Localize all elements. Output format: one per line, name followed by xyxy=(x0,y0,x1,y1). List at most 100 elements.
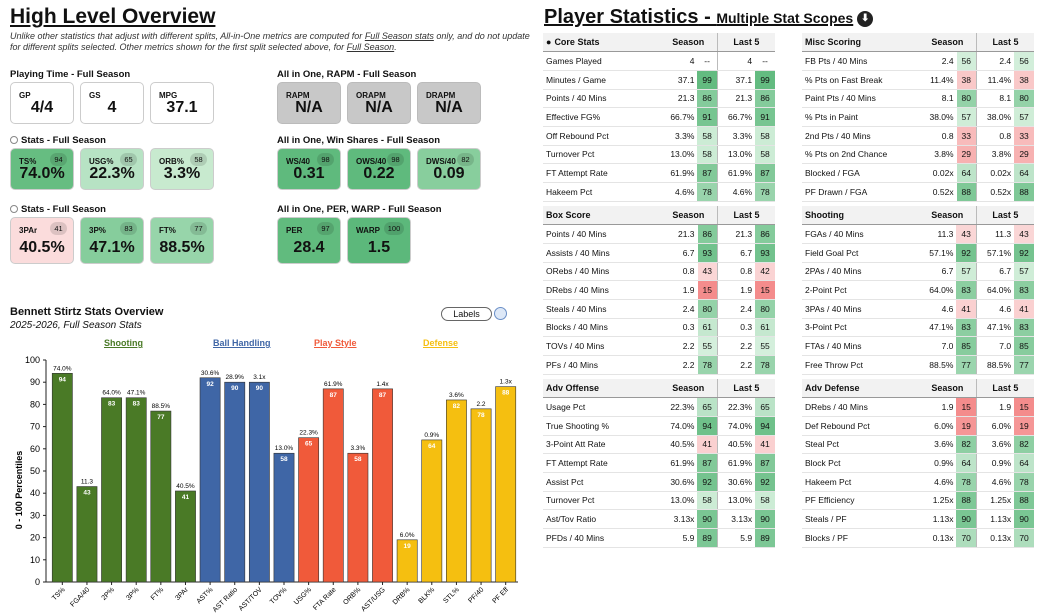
pctile-label: 94 xyxy=(59,376,67,383)
download-icon[interactable]: ⬇ xyxy=(857,11,874,27)
table-row: Usage Pct 22.3% 65 22.3% 65 xyxy=(543,397,775,417)
table-row: Points / 40 Mins 21.3 86 21.3 86 xyxy=(543,224,775,244)
last5-heading: Last 5 xyxy=(976,379,1034,399)
radio-icon[interactable] xyxy=(10,136,18,144)
last5-value: 13.0% xyxy=(717,491,756,511)
last5-value: 0.52x xyxy=(976,182,1015,202)
gp-card: GP 4/4 xyxy=(10,82,74,124)
pctile-label: 58 xyxy=(280,456,288,463)
table-row: Def Rebound Pct 6.0% 19 6.0% 19 xyxy=(802,416,1034,436)
season-pctile: 94 xyxy=(697,416,718,436)
table-row: PFs / 40 Mins 2.2 78 2.2 78 xyxy=(543,355,775,375)
last5-heading: Last 5 xyxy=(976,206,1034,226)
last5-pctile: 38 xyxy=(1014,70,1034,90)
ows40-card: OWS/40 98 0.22 xyxy=(347,148,411,190)
labels-button[interactable]: Labels xyxy=(441,307,492,321)
player-stats-title: Player Statistics - Multiple Stat Scopes… xyxy=(544,6,874,29)
raw-label: 3.6% xyxy=(449,392,464,399)
season-pctile: 38 xyxy=(956,70,977,90)
stat-name: PF Efficiency xyxy=(802,491,919,511)
season-value: 38.0% xyxy=(918,107,957,127)
table-row: 2PAs / 40 Mins 6.7 57 6.7 57 xyxy=(802,262,1034,282)
raw-label: 0.9% xyxy=(424,432,439,439)
season-value: 30.6% xyxy=(659,472,698,492)
season-value: 40.5% xyxy=(659,435,698,455)
stat-name: Minutes / Game xyxy=(543,70,660,90)
last5-pctile: 78 xyxy=(755,355,775,375)
ws-heading: All in One, Win Shares - Full Season xyxy=(277,135,441,146)
season-value: 8.1 xyxy=(918,89,957,109)
table-row: Field Goal Pct 57.1% 92 57.1% 92 xyxy=(802,243,1034,263)
stat-name: Steals / PF xyxy=(802,509,919,529)
season-pctile: 58 xyxy=(697,126,718,146)
season-value: 0.9% xyxy=(918,453,957,473)
stat-name: Turnover Pct xyxy=(543,491,660,511)
last5-value: 0.13x xyxy=(976,528,1015,548)
labels-toggle[interactable] xyxy=(494,307,507,320)
pctile-label: 88 xyxy=(502,390,510,397)
last5-value: 3.3% xyxy=(717,126,756,146)
stat-name: DRebs / 40 Mins xyxy=(802,397,919,417)
season-pctile: 87 xyxy=(697,163,718,183)
season-value: 0.52x xyxy=(918,182,957,202)
bar xyxy=(446,399,467,583)
table-row: Hakeem Pct 4.6% 78 4.6% 78 xyxy=(543,182,775,202)
chart-subtitle: 2025-2026, Full Season Stats xyxy=(10,320,142,331)
legend-play-style[interactable]: Play Style xyxy=(314,338,357,348)
y-tick-label: 20 xyxy=(30,533,40,543)
info-icon[interactable]: ● xyxy=(546,37,552,48)
last5-pctile: 19 xyxy=(1014,416,1034,436)
last5-value: 2.2 xyxy=(717,355,756,375)
last5-pctile: 91 xyxy=(755,107,775,127)
last5-value: 11.4% xyxy=(976,70,1015,90)
stat-name: FTAs / 40 Mins xyxy=(802,336,919,356)
bar xyxy=(150,410,172,583)
full-season-link[interactable]: Full Season xyxy=(346,42,395,52)
stat-name: FB Pts / 40 Mins xyxy=(802,51,919,71)
season-pctile: 99 xyxy=(697,70,718,90)
stat-name: Steals / 40 Mins xyxy=(543,299,660,319)
x-tick-label: FT% xyxy=(150,586,165,601)
season-pctile: 41 xyxy=(697,435,718,455)
table-row: PF Drawn / FGA 0.52x 88 0.52x 88 xyxy=(802,182,1034,202)
stat-name: 3PAs / 40 Mins xyxy=(802,299,919,319)
season-heading: Season xyxy=(918,33,977,53)
stat-name: PFs / 40 Mins xyxy=(543,355,660,375)
last5-value: 13.0% xyxy=(717,145,756,165)
raw-label: 40.5% xyxy=(176,483,195,490)
season-pctile: 86 xyxy=(697,224,718,244)
season-heading: Season xyxy=(659,33,718,53)
y-tick-label: 60 xyxy=(30,444,40,454)
legend-defense[interactable]: Defense xyxy=(423,338,459,348)
last5-pctile: 57 xyxy=(1014,262,1034,282)
last5-value: 47.1% xyxy=(976,318,1015,338)
overview-title: High Level Overview xyxy=(10,5,216,28)
season-value: 6.7 xyxy=(918,262,957,282)
pctile-label: 58 xyxy=(354,456,362,463)
full-season-stats-link[interactable]: Full Season stats xyxy=(364,31,434,41)
last5-pctile: 42 xyxy=(755,262,775,282)
last5-value: 61.9% xyxy=(717,453,756,473)
stat-name: PF Drawn / FGA xyxy=(802,182,919,202)
legend-shooting[interactable]: Shooting xyxy=(104,338,143,348)
season-pctile: 33 xyxy=(956,126,977,146)
raw-label: 13.0% xyxy=(275,445,294,452)
last5-pctile: 94 xyxy=(755,416,775,436)
last5-pctile: 15 xyxy=(1014,397,1034,417)
season-pctile: 55 xyxy=(697,336,718,356)
mpg-card: MPG 37.1 xyxy=(150,82,214,124)
season-value: 0.02x xyxy=(918,163,957,183)
radio-icon[interactable] xyxy=(10,205,18,213)
legend-ball-handling[interactable]: Ball Handling xyxy=(213,338,271,348)
table-row: Blocked / FGA 0.02x 64 0.02x 64 xyxy=(802,163,1034,183)
last5-value: 6.0% xyxy=(976,416,1015,436)
pctile-label: 87 xyxy=(330,392,338,399)
adv-defense-table: Adv Defense Season Last 5 DRebs / 40 Mins 1.… xyxy=(802,379,1034,548)
x-tick-label: PF/40 xyxy=(467,586,485,604)
season-value: 0.8 xyxy=(918,126,957,146)
season-pctile: 78 xyxy=(956,472,977,492)
season-value: 3.6% xyxy=(918,435,957,455)
last5-pctile: 93 xyxy=(755,243,775,263)
stat-name: 2PAs / 40 Mins xyxy=(802,262,919,282)
stat-name: ORebs / 40 Mins xyxy=(543,262,660,282)
